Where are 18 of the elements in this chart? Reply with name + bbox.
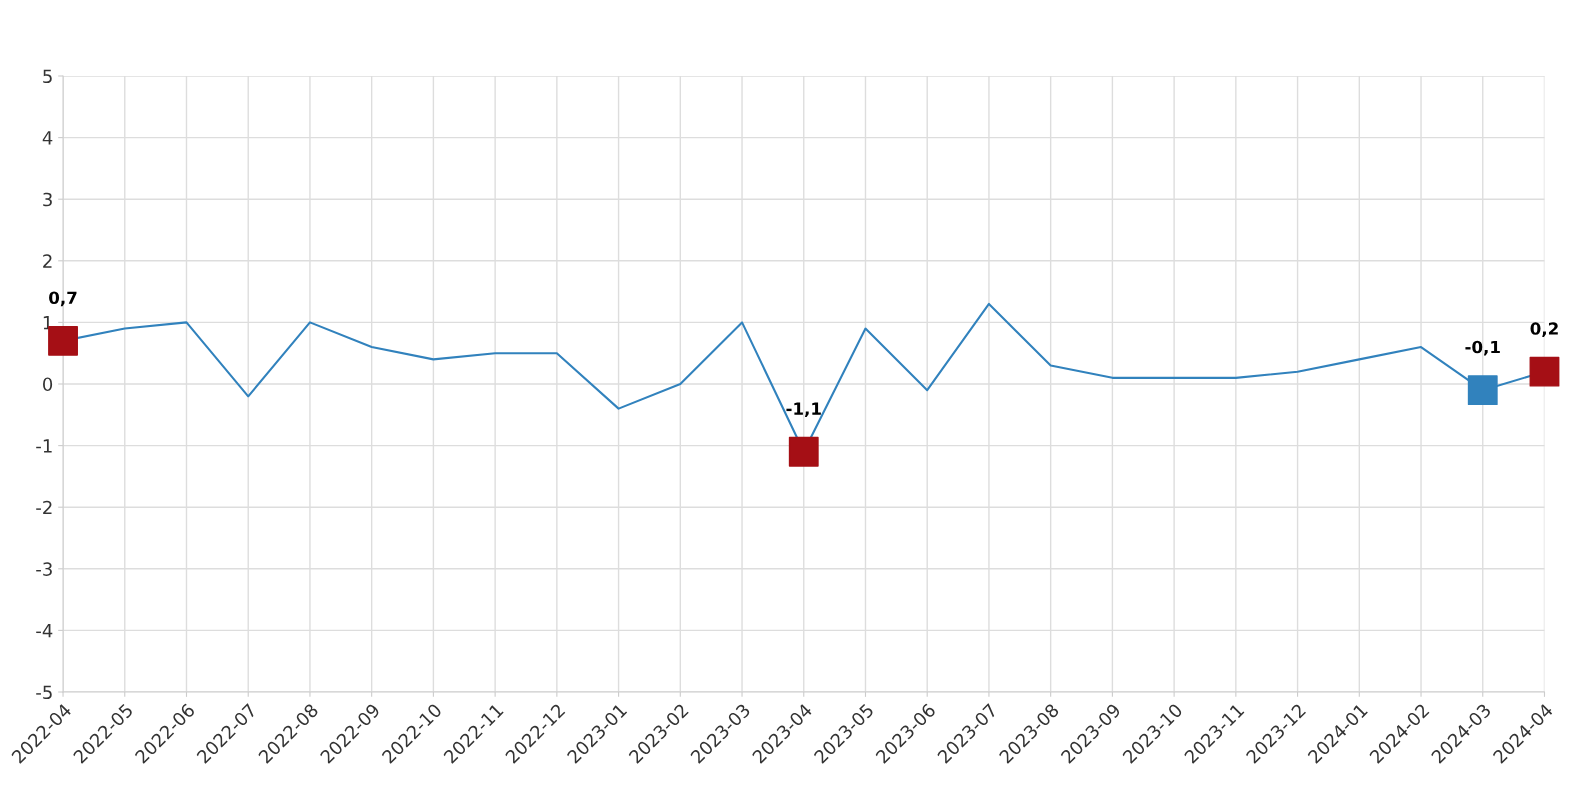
point <box>1467 375 1498 406</box>
y-tick-label: -5 <box>36 685 52 700</box>
point <box>788 436 819 467</box>
y-tick-label: -2 <box>36 500 52 515</box>
y-tick-label: 0 <box>43 377 53 392</box>
y-tick-label: 4 <box>42 131 53 145</box>
y-tick-label: -1 <box>36 439 52 453</box>
y-tick-label: -3 <box>36 562 52 576</box>
y-tick-label: 3 <box>43 192 52 207</box>
y-tick-label: 2 <box>43 254 52 268</box>
data-label: -0,1 <box>1465 340 1500 356</box>
data-label: 0,7 <box>49 291 77 307</box>
point <box>48 325 78 356</box>
data-label: -1,1 <box>786 402 821 418</box>
y-tick-label: -4 <box>36 624 53 638</box>
point <box>1529 356 1560 387</box>
data-label: 0,2 <box>1530 322 1558 337</box>
y-tick-label: 5 <box>43 69 52 84</box>
